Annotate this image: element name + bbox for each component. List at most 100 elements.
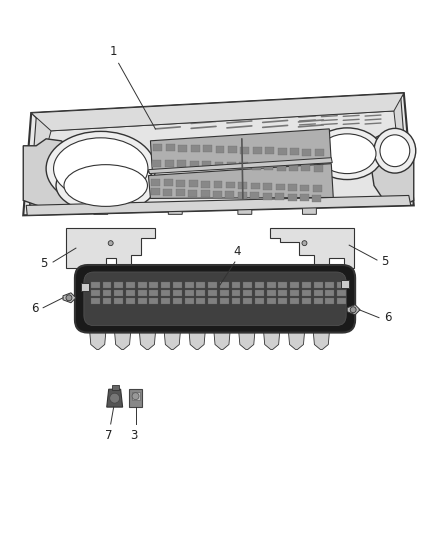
Bar bbox=[163, 189, 172, 196]
Polygon shape bbox=[89, 321, 107, 350]
Bar bbox=[243, 298, 252, 304]
Text: 5: 5 bbox=[381, 255, 389, 268]
Polygon shape bbox=[238, 321, 256, 350]
Polygon shape bbox=[94, 204, 108, 214]
Bar bbox=[288, 184, 297, 191]
Bar bbox=[267, 290, 276, 296]
Polygon shape bbox=[148, 164, 333, 198]
Bar bbox=[126, 290, 135, 296]
Polygon shape bbox=[129, 389, 142, 407]
Polygon shape bbox=[66, 228, 155, 280]
Bar bbox=[208, 298, 217, 304]
Bar bbox=[131, 392, 140, 400]
Bar bbox=[301, 165, 311, 172]
Bar bbox=[220, 298, 229, 304]
FancyBboxPatch shape bbox=[84, 272, 346, 326]
Polygon shape bbox=[238, 204, 252, 214]
Bar bbox=[300, 184, 309, 191]
Text: 3: 3 bbox=[130, 429, 137, 442]
Bar bbox=[81, 283, 89, 291]
Bar bbox=[267, 282, 276, 288]
Bar bbox=[149, 282, 159, 288]
Bar bbox=[302, 298, 311, 304]
Bar bbox=[213, 191, 222, 198]
Polygon shape bbox=[188, 321, 206, 350]
Polygon shape bbox=[112, 385, 119, 390]
Bar bbox=[114, 298, 123, 304]
Bar bbox=[325, 290, 334, 296]
Bar bbox=[138, 282, 147, 288]
Bar bbox=[91, 282, 100, 288]
Bar bbox=[126, 282, 135, 288]
Bar bbox=[325, 282, 334, 288]
Bar bbox=[226, 182, 235, 189]
Text: 6: 6 bbox=[384, 311, 392, 324]
Bar bbox=[208, 282, 217, 288]
Bar bbox=[290, 148, 299, 155]
Bar bbox=[263, 193, 272, 200]
Bar bbox=[337, 298, 346, 304]
Polygon shape bbox=[29, 111, 404, 211]
Bar bbox=[91, 290, 100, 296]
Bar bbox=[232, 282, 240, 288]
Bar bbox=[176, 180, 185, 187]
Bar bbox=[341, 280, 349, 288]
Bar bbox=[290, 282, 299, 288]
Bar bbox=[114, 290, 123, 296]
Ellipse shape bbox=[64, 165, 148, 206]
Bar bbox=[165, 160, 174, 167]
Circle shape bbox=[66, 295, 72, 301]
Bar bbox=[102, 282, 112, 288]
Bar bbox=[214, 181, 223, 188]
Bar bbox=[302, 282, 311, 288]
Bar bbox=[264, 163, 273, 170]
Ellipse shape bbox=[318, 134, 376, 174]
Bar bbox=[240, 163, 248, 169]
Text: 4: 4 bbox=[233, 245, 240, 258]
Bar bbox=[325, 298, 334, 304]
FancyBboxPatch shape bbox=[75, 265, 355, 333]
Bar bbox=[196, 298, 205, 304]
Text: 1: 1 bbox=[110, 45, 117, 58]
Bar bbox=[227, 162, 236, 169]
Bar bbox=[188, 190, 197, 197]
Bar bbox=[161, 290, 170, 296]
Bar bbox=[279, 282, 287, 288]
Polygon shape bbox=[114, 321, 131, 350]
Bar bbox=[102, 298, 112, 304]
Bar bbox=[151, 189, 160, 196]
Bar bbox=[250, 192, 259, 199]
Circle shape bbox=[350, 307, 356, 313]
Bar bbox=[277, 164, 286, 171]
Polygon shape bbox=[148, 158, 332, 174]
Bar bbox=[276, 183, 285, 190]
Polygon shape bbox=[107, 389, 123, 407]
Bar bbox=[228, 146, 237, 153]
Polygon shape bbox=[23, 139, 86, 211]
Bar bbox=[265, 147, 274, 155]
Bar bbox=[289, 164, 298, 171]
Bar bbox=[153, 144, 162, 151]
Ellipse shape bbox=[311, 128, 383, 180]
Polygon shape bbox=[288, 321, 305, 350]
Ellipse shape bbox=[374, 128, 416, 173]
Bar bbox=[314, 298, 322, 304]
Polygon shape bbox=[163, 321, 181, 350]
Bar bbox=[290, 298, 299, 304]
Polygon shape bbox=[213, 321, 231, 350]
Bar bbox=[279, 290, 287, 296]
Bar bbox=[114, 282, 123, 288]
Bar bbox=[288, 194, 297, 201]
Bar bbox=[252, 163, 261, 170]
Bar bbox=[173, 290, 182, 296]
Bar bbox=[138, 290, 147, 296]
Bar bbox=[91, 298, 100, 304]
Polygon shape bbox=[347, 305, 360, 314]
Text: 5: 5 bbox=[40, 256, 47, 270]
Bar bbox=[185, 290, 194, 296]
Bar bbox=[166, 144, 175, 151]
Bar bbox=[203, 146, 212, 152]
Circle shape bbox=[108, 241, 113, 246]
Polygon shape bbox=[26, 196, 411, 215]
Bar bbox=[255, 298, 264, 304]
